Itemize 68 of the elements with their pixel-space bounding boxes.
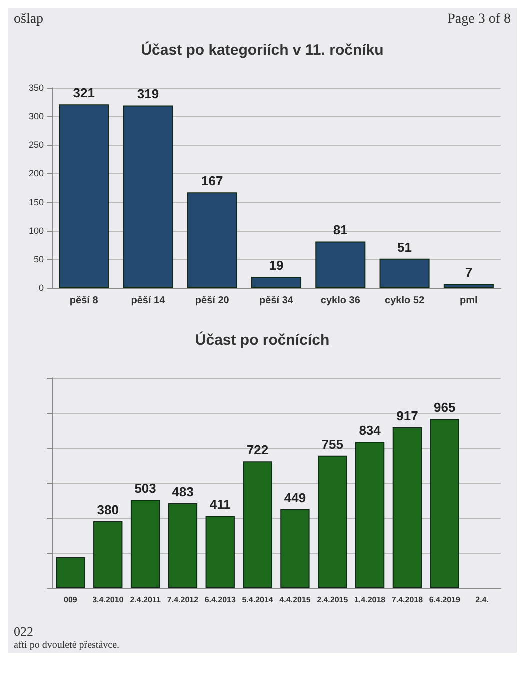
data-label: 483 bbox=[172, 484, 194, 500]
bar bbox=[59, 104, 110, 288]
x-tick-label: 3.4.2010 bbox=[92, 596, 124, 604]
bar bbox=[316, 242, 366, 288]
x-tick-label: 2.4.2015 bbox=[317, 596, 349, 604]
x-tick-label: cyklo 52 bbox=[385, 296, 425, 306]
bar bbox=[430, 419, 460, 588]
bar bbox=[123, 106, 174, 288]
bar bbox=[251, 277, 302, 288]
text: afti po dvouleté přestávce. bbox=[14, 640, 121, 651]
y-tick-label: 150 bbox=[28, 197, 44, 208]
x-tick-label: 2.4. bbox=[476, 596, 489, 604]
text: 022 bbox=[14, 624, 34, 640]
data-label: 380 bbox=[97, 502, 119, 518]
bar bbox=[168, 503, 198, 588]
x-tick-label: 6.4.2013 bbox=[204, 596, 236, 604]
x-tick-label: pěší 14 bbox=[131, 296, 166, 306]
data-label: 503 bbox=[134, 480, 156, 496]
x-tick-label: 5.4.2014 bbox=[242, 596, 274, 604]
bar bbox=[318, 456, 348, 588]
text: Page 3 of 8 bbox=[448, 12, 511, 28]
data-label: 7 bbox=[465, 265, 473, 280]
x-tick-label: 1.4.2018 bbox=[354, 596, 386, 604]
bar bbox=[187, 192, 238, 288]
text: ošlap bbox=[14, 12, 44, 28]
data-label: 965 bbox=[434, 400, 456, 416]
x-tick-label: 7.4.2012 bbox=[167, 596, 200, 604]
data-label: 51 bbox=[398, 240, 412, 255]
data-label: 449 bbox=[284, 490, 306, 506]
bar bbox=[94, 522, 123, 588]
bar bbox=[130, 500, 160, 588]
bar bbox=[355, 442, 385, 588]
chart-title: Účast po kategoriích v 11. ročníku bbox=[141, 41, 384, 59]
data-label: 319 bbox=[137, 86, 160, 102]
bar bbox=[206, 516, 235, 588]
y-tick-label: 100 bbox=[28, 226, 44, 236]
y-tick-label: 0 bbox=[38, 283, 44, 293]
y-tick-label: 350 bbox=[28, 83, 44, 93]
x-tick-label: 6.4.2019 bbox=[429, 596, 461, 604]
data-label: 81 bbox=[333, 222, 348, 238]
y-tick-label: 300 bbox=[28, 112, 44, 122]
bar bbox=[392, 428, 422, 588]
x-tick-label: pěší 34 bbox=[260, 296, 294, 306]
data-label: 321 bbox=[73, 86, 95, 101]
bar bbox=[444, 284, 494, 288]
bar bbox=[243, 462, 272, 588]
x-tick-label: 4.4.2015 bbox=[280, 596, 312, 604]
x-tick-label: pěší 20 bbox=[195, 296, 230, 306]
x-tick-label: cyklo 36 bbox=[320, 296, 361, 306]
bar bbox=[280, 509, 310, 588]
data-label: 755 bbox=[322, 436, 344, 452]
data-label: 834 bbox=[359, 423, 382, 438]
data-label: 167 bbox=[202, 174, 224, 189]
data-label: 411 bbox=[210, 497, 231, 512]
chart-title: Účast po ročnících bbox=[195, 331, 330, 349]
x-tick-label: pml bbox=[460, 296, 478, 306]
x-tick-label: pěší 8 bbox=[70, 296, 99, 306]
data-label: 722 bbox=[246, 442, 269, 458]
bar bbox=[380, 258, 430, 288]
x-tick-label: 009 bbox=[64, 596, 78, 604]
x-tick-label: 2.4.2011 bbox=[130, 596, 162, 604]
bar bbox=[56, 558, 86, 588]
x-tick-label: 7.4.2018 bbox=[392, 596, 424, 604]
data-label: 917 bbox=[396, 408, 418, 424]
data-label: 19 bbox=[269, 258, 284, 274]
y-tick-label: 250 bbox=[28, 140, 44, 150]
y-tick-label: 200 bbox=[28, 168, 44, 179]
y-tick-label: 50 bbox=[34, 254, 44, 264]
